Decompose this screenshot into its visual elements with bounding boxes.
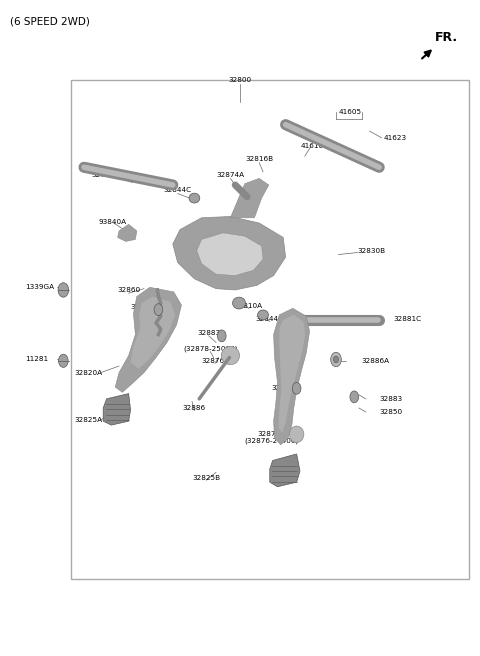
Ellipse shape	[232, 297, 245, 309]
Ellipse shape	[59, 354, 68, 367]
Text: 32860: 32860	[117, 287, 140, 293]
Ellipse shape	[289, 426, 304, 442]
Text: 1339GA: 1339GA	[25, 284, 54, 291]
Ellipse shape	[292, 382, 301, 394]
Text: 93840A: 93840A	[98, 218, 127, 225]
Text: 32825B: 32825B	[192, 474, 220, 481]
Text: (32878-25000): (32878-25000)	[183, 346, 238, 352]
Text: 32881C: 32881C	[394, 316, 422, 323]
Text: 32844C: 32844C	[164, 187, 192, 194]
Text: 32886A: 32886A	[361, 358, 389, 364]
Text: 11281: 11281	[25, 356, 48, 363]
Text: 32876A: 32876A	[201, 358, 229, 364]
Polygon shape	[173, 216, 286, 290]
Polygon shape	[270, 454, 300, 487]
Polygon shape	[197, 233, 263, 276]
Ellipse shape	[154, 304, 163, 316]
Polygon shape	[278, 315, 305, 433]
Ellipse shape	[58, 283, 69, 297]
Text: FR.: FR.	[434, 31, 457, 45]
Text: 32816B: 32816B	[245, 156, 273, 163]
Polygon shape	[274, 308, 310, 445]
Ellipse shape	[217, 330, 226, 342]
Ellipse shape	[331, 352, 341, 367]
Text: 32883: 32883	[197, 330, 220, 337]
Text: 32883: 32883	[272, 385, 295, 392]
Text: 32886: 32886	[183, 405, 206, 411]
Text: 32820A: 32820A	[75, 369, 103, 376]
Text: 93810A: 93810A	[235, 303, 263, 310]
Polygon shape	[103, 394, 131, 425]
Text: 32883: 32883	[130, 304, 153, 310]
Ellipse shape	[334, 356, 338, 363]
Text: 32722A: 32722A	[92, 172, 120, 178]
Text: 32876A
(32876-2T400): 32876A (32876-2T400)	[244, 431, 299, 444]
Text: 32800: 32800	[228, 77, 252, 83]
Text: 32874A: 32874A	[216, 172, 244, 178]
Text: 32825A: 32825A	[75, 417, 103, 423]
Ellipse shape	[350, 391, 359, 403]
Text: 32850: 32850	[379, 409, 402, 415]
Text: 32830B: 32830B	[358, 248, 386, 255]
Text: 41623: 41623	[384, 134, 407, 141]
Text: (6 SPEED 2WD): (6 SPEED 2WD)	[10, 16, 89, 26]
Polygon shape	[115, 287, 181, 392]
Polygon shape	[131, 297, 175, 369]
Text: 32883: 32883	[379, 396, 402, 402]
Bar	[71, 80, 469, 579]
Polygon shape	[118, 224, 137, 241]
Text: 41605: 41605	[339, 108, 362, 115]
Polygon shape	[230, 178, 269, 218]
Ellipse shape	[258, 310, 268, 320]
Ellipse shape	[221, 346, 240, 365]
Text: 41610: 41610	[300, 143, 324, 150]
Text: 32844C: 32844C	[256, 316, 284, 323]
Ellipse shape	[189, 193, 200, 203]
